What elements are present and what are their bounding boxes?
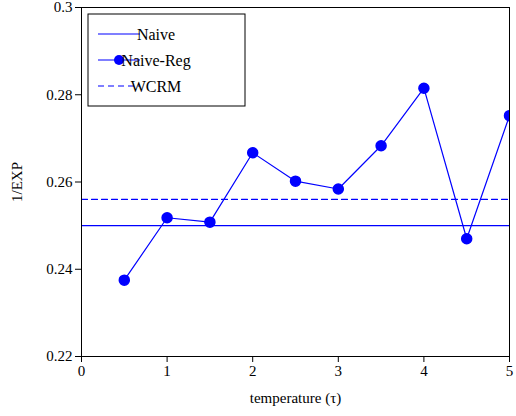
svg-text:4: 4 [420,363,428,379]
svg-text:3: 3 [335,363,343,379]
svg-text:5: 5 [506,363,514,379]
svg-text:0.3: 0.3 [54,0,73,15]
svg-text:1: 1 [163,363,171,379]
svg-text:1/EXP: 1/EXP [9,162,25,202]
svg-text:0: 0 [78,363,86,379]
svg-text:0.26: 0.26 [46,174,73,190]
svg-text:Naive: Naive [137,26,175,43]
svg-text:0.22: 0.22 [46,348,72,364]
svg-text:0.24: 0.24 [46,261,73,277]
svg-text:WCRM: WCRM [131,78,182,95]
svg-text:2: 2 [249,363,257,379]
svg-text:0.28: 0.28 [46,87,72,103]
svg-text:Naive-Reg: Naive-Reg [121,52,190,70]
svg-text:temperature (τ): temperature (τ) [250,390,341,407]
